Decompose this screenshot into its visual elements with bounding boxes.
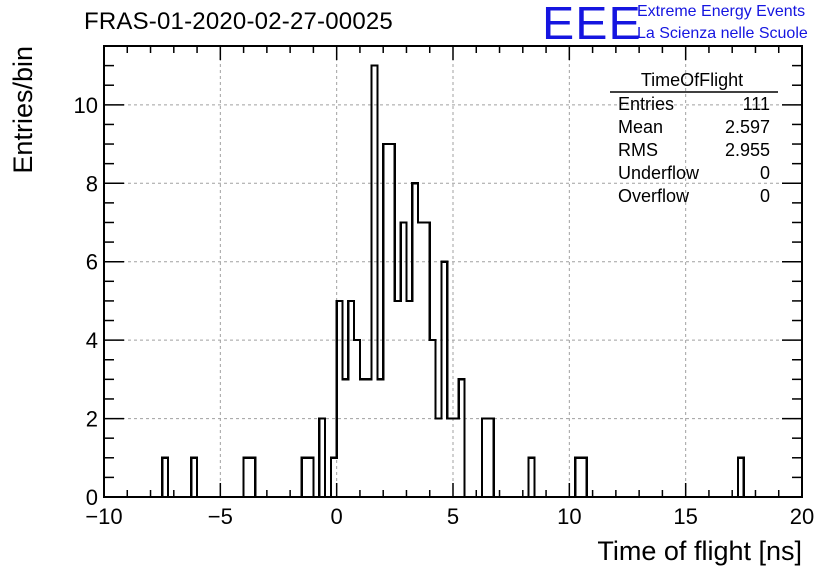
- x-tick-label: −5: [208, 504, 233, 529]
- histogram-bin: [453, 419, 459, 497]
- grid-lines: [104, 46, 802, 497]
- stats-label: Mean: [618, 117, 663, 137]
- y-tick-label: 6: [86, 250, 98, 275]
- y-tick-label: 4: [86, 328, 98, 353]
- histogram-bin: [447, 419, 453, 497]
- histogram-bin: [342, 379, 348, 497]
- stats-value: 2.597: [725, 117, 770, 137]
- stats-label: RMS: [618, 140, 658, 160]
- x-axis-label: Time of flight [ns]: [597, 536, 802, 566]
- y-tick-label: 2: [86, 407, 98, 432]
- chart-title: FRAS-01-2020-02-27-00025: [84, 8, 393, 35]
- eee-logo: EEE: [542, 0, 642, 49]
- y-tick-label: 0: [86, 485, 98, 510]
- histogram-bin: [406, 301, 412, 497]
- logo-line-1: Extreme Energy Events: [637, 3, 806, 20]
- y-tick-label: 8: [86, 171, 98, 196]
- x-tick-label: 10: [557, 504, 581, 529]
- histogram-bin: [360, 379, 366, 497]
- histogram-bin: [377, 379, 383, 497]
- stats-rows: Entries 111 Mean 2.597 RMS 2.955 Underflow 0 Ove…: [618, 94, 770, 206]
- stats-label: Entries: [618, 94, 674, 114]
- stats-value: 0: [760, 186, 770, 206]
- histogram-bin: [418, 222, 424, 497]
- stats-value: 0: [760, 163, 770, 183]
- x-tick-label: 20: [790, 504, 814, 529]
- histogram-bin: [436, 419, 442, 497]
- axis-ticks: [103, 46, 803, 498]
- stats-label: Underflow: [618, 163, 700, 183]
- histogram-bin: [395, 301, 401, 497]
- x-tick-label: 0: [331, 504, 343, 529]
- stats-box: TimeOfFlight Entries 111 Mean 2.597 RMS 2.955…: [610, 70, 778, 206]
- stats-value: 111: [743, 94, 770, 114]
- stats-title: TimeOfFlight: [641, 70, 743, 90]
- x-tick-label: 5: [447, 504, 459, 529]
- x-tick-label: −10: [85, 504, 122, 529]
- stats-value: 2.955: [725, 140, 770, 160]
- y-axis-label: Entries/bin: [8, 46, 38, 174]
- y-tick-label: 10: [74, 93, 98, 118]
- logo-line-2: La Scienza nelle Scuole: [637, 25, 808, 42]
- stats-label: Overflow: [618, 186, 690, 206]
- tick-labels: −10 −5 0 5 10 15 20 0 2 4 6 8 10: [74, 93, 815, 529]
- x-tick-label: 15: [673, 504, 697, 529]
- histogram-bin: [366, 379, 372, 497]
